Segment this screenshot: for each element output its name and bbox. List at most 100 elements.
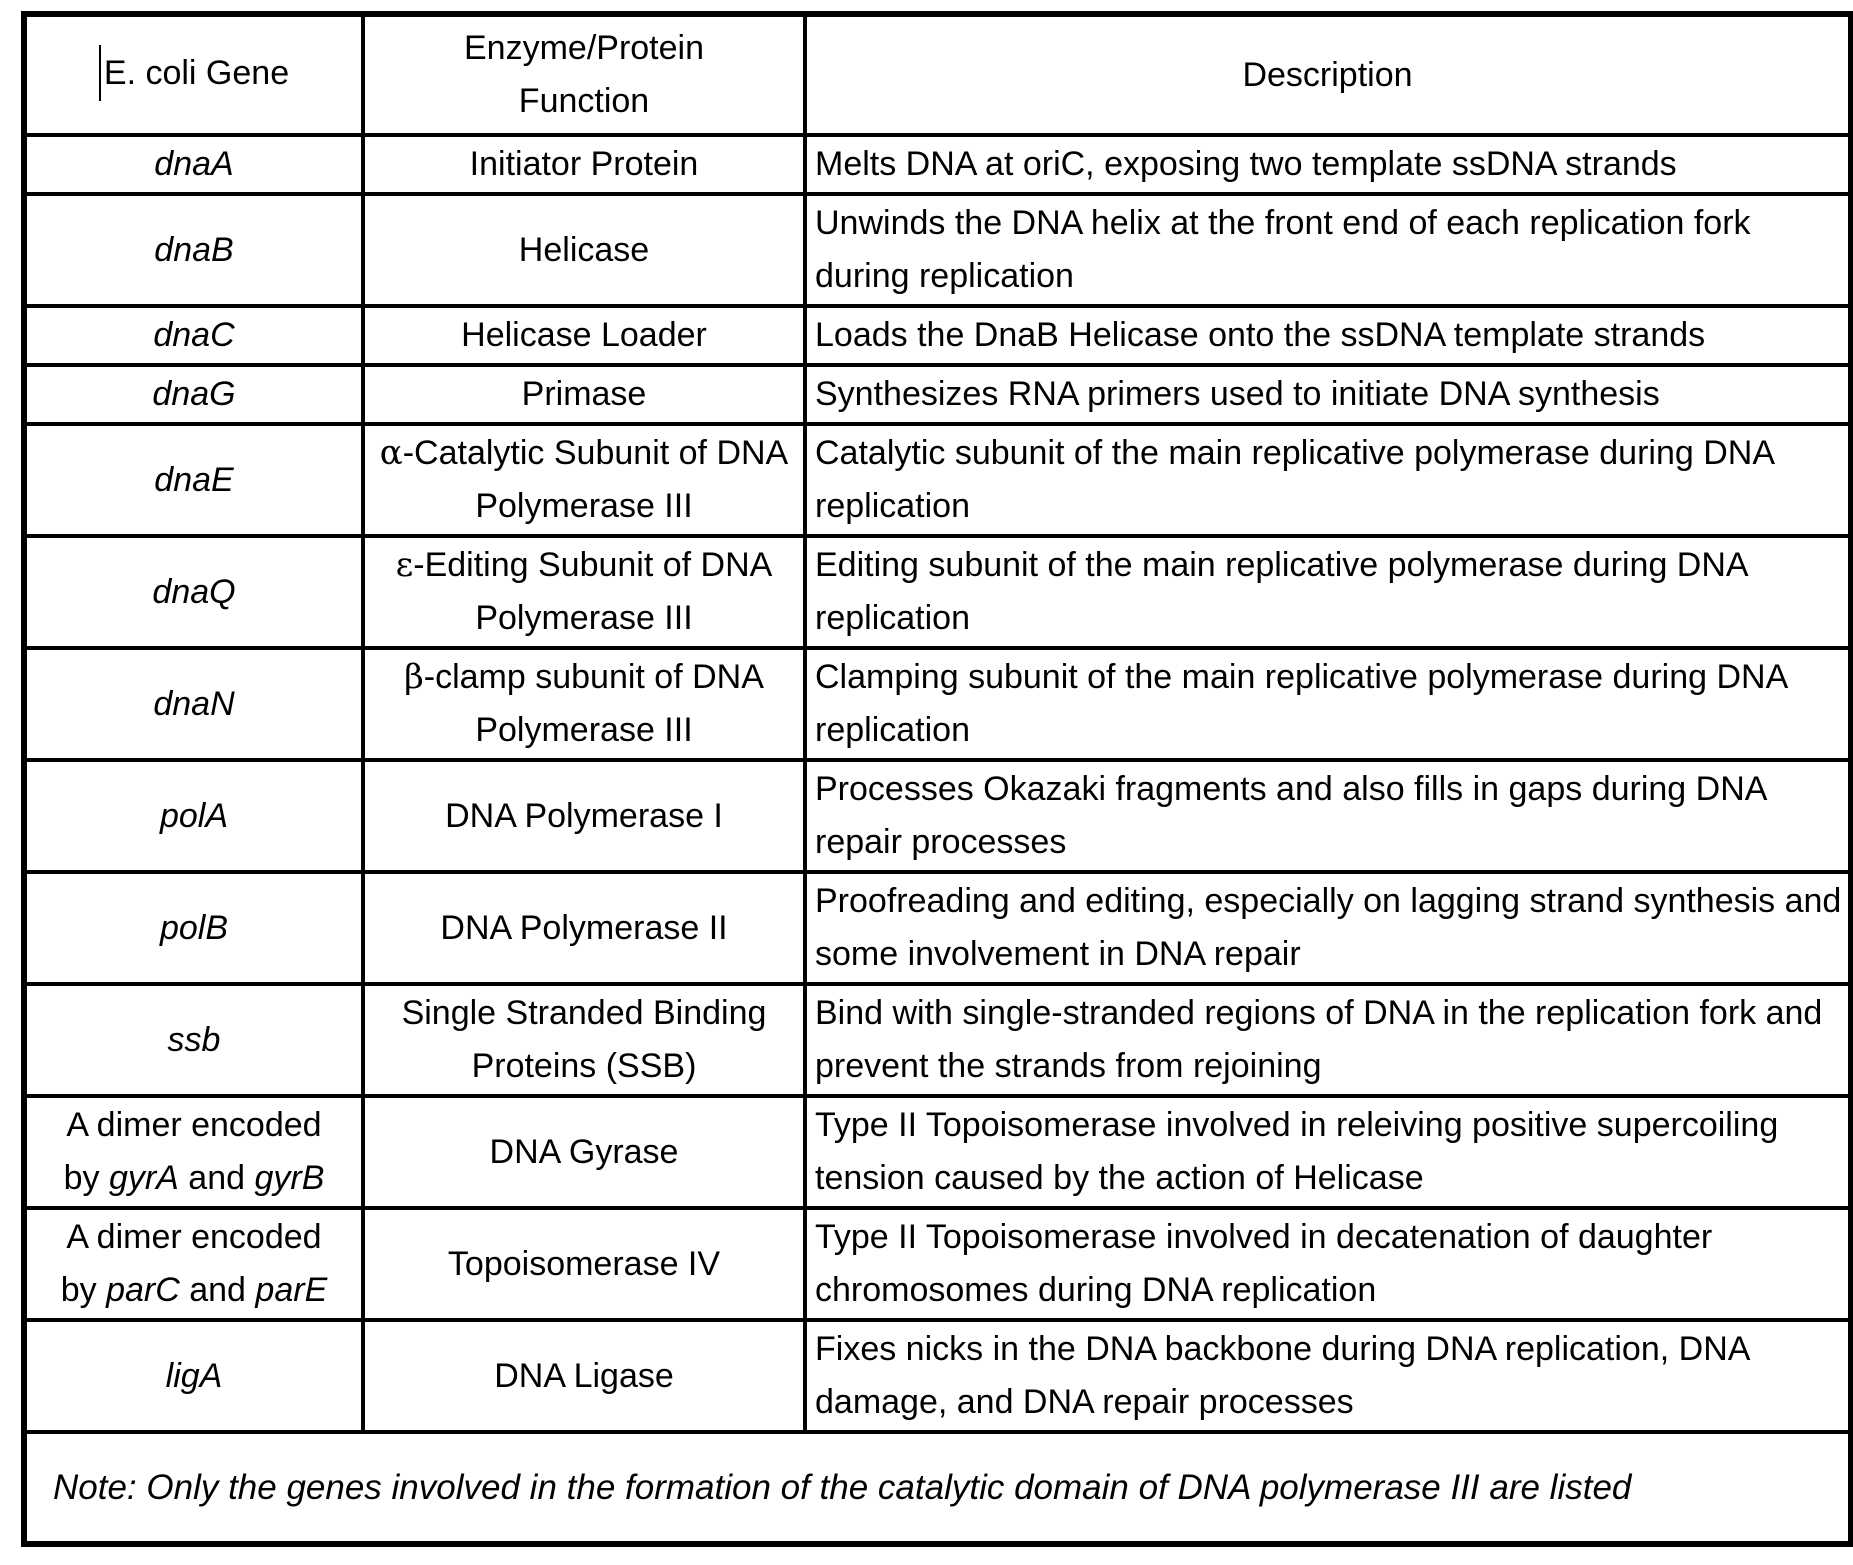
function-cell: Topoisomerase IV: [361, 1206, 807, 1322]
gene-table: E. coli Gene Enzyme/Protein Function Des…: [21, 11, 1853, 1547]
gene-name-line2: by parC and parE: [31, 1264, 357, 1316]
gene-cell: polA: [22, 758, 365, 874]
description-cell: Unwinds the DNA helix at the front end o…: [803, 192, 1853, 308]
gene-name: dnaC: [153, 316, 235, 354]
gene-name: dnaB: [154, 230, 234, 269]
gene-cell: ligA: [22, 1318, 365, 1434]
gene-name: ligA: [165, 1356, 223, 1395]
function-cell: DNA Polymerase I: [361, 758, 807, 874]
text-cursor: [98, 45, 101, 101]
gene-name: gyrB: [254, 1159, 325, 1197]
function-label: -Catalytic Subunit of DNA Polymerase III: [402, 434, 789, 525]
gene-cell: A dimer encoded by parC and parE: [22, 1206, 365, 1322]
function-cell: Primase: [361, 363, 807, 426]
description-text: Bind with single-stranded regions of DNA…: [815, 994, 1823, 1085]
header-description-label: Description: [1242, 55, 1413, 94]
gene-name-mid: and: [179, 1271, 256, 1309]
table-row: dnaA Initiator Protein Melts DNA at oriC…: [22, 133, 1853, 196]
function-cell: DNA Polymerase II: [361, 870, 807, 986]
table-row: polB DNA Polymerase II Proofreading and …: [22, 870, 1853, 986]
gene-cell: dnaQ: [22, 534, 365, 650]
description-cell: Loads the DnaB Helicase onto the ssDNA t…: [803, 304, 1853, 367]
description-cell: Editing subunit of the main replicative …: [803, 534, 1853, 650]
gene-cell: dnaB: [22, 192, 365, 308]
description-text: Unwinds the DNA helix at the front end o…: [815, 204, 1751, 295]
description-cell: Proofreading and editing, especially on …: [803, 870, 1853, 986]
description-text: Type II Topoisomerase involved in releiv…: [815, 1106, 1779, 1197]
gene-cell: dnaG: [22, 363, 365, 426]
table-row: ligA DNA Ligase Fixes nicks in the DNA b…: [22, 1318, 1853, 1434]
table-row: A dimer encoded by parC and parE Topoiso…: [22, 1206, 1853, 1322]
function-cell: DNA Gyrase: [361, 1094, 807, 1210]
function-label: Topoisomerase IV: [447, 1244, 721, 1283]
description-text: Processes Okazaki fragments and also fil…: [815, 770, 1766, 861]
function-cell: Single Stranded Binding Proteins (SSB): [361, 982, 807, 1098]
table-row: ssb Single Stranded Binding Proteins (SS…: [22, 982, 1853, 1098]
function-cell: Helicase: [361, 192, 807, 308]
table-row: dnaB Helicase Unwinds the DNA helix at t…: [22, 192, 1853, 308]
table-row: dnaC Helicase Loader Loads the DnaB Heli…: [22, 304, 1853, 367]
description-cell: Processes Okazaki fragments and also fil…: [803, 758, 1853, 874]
function-cell: Helicase Loader: [361, 304, 807, 367]
gene-cell: polB: [22, 870, 365, 986]
header-function-cell: Enzyme/Protein Function: [361, 12, 807, 137]
description-cell: Synthesizes RNA primers used to initiate…: [803, 363, 1853, 426]
table-row: dnaN β-clamp subunit of DNA Polymerase I…: [22, 646, 1853, 762]
description-cell: Fixes nicks in the DNA backbone during D…: [803, 1318, 1853, 1434]
gene-name-pre: by: [60, 1271, 107, 1309]
header-function-label-line2: Function: [518, 82, 650, 120]
description-cell: Clamping subunit of the main replicative…: [803, 646, 1853, 762]
gene-name: dnaE: [154, 460, 234, 499]
gene-name: polB: [159, 908, 229, 947]
function-cell: DNA Ligase: [361, 1318, 807, 1434]
description-text: Proofreading and editing, especially on …: [815, 882, 1842, 973]
function-label: -clamp subunit of DNA Polymerase III: [423, 658, 764, 749]
description-cell: Catalytic subunit of the main replicativ…: [803, 422, 1853, 538]
note-cell: Note: Only the genes involved in the for…: [22, 1430, 1853, 1546]
description-text: Clamping subunit of the main replicative…: [815, 658, 1787, 749]
gene-cell: dnaA: [22, 133, 365, 196]
greek-letter: β: [404, 657, 424, 697]
note-row: Note: Only the genes involved in the for…: [22, 1430, 1853, 1546]
header-function-label-line1: Enzyme/Protein: [464, 29, 704, 67]
gene-name: dnaG: [152, 375, 236, 413]
description-text: Editing subunit of the main replicative …: [815, 546, 1747, 637]
description-cell: Bind with single-stranded regions of DNA…: [803, 982, 1853, 1098]
gene-name: parE: [255, 1271, 328, 1309]
note-text: Note: Only the genes involved in the for…: [53, 1468, 1632, 1507]
description-text: Loads the DnaB Helicase onto the ssDNA t…: [815, 316, 1706, 354]
gene-name: dnaQ: [152, 572, 236, 611]
gene-name-line1: A dimer encoded: [66, 1218, 322, 1256]
greek-letter: α: [379, 433, 403, 473]
header-gene-label: E. coli Gene: [103, 53, 290, 92]
function-label: -Editing Subunit of DNA Polymerase III: [413, 546, 773, 637]
description-cell: Melts DNA at oriC, exposing two template…: [803, 133, 1853, 196]
function-label: DNA Gyrase: [489, 1132, 679, 1171]
function-label: Single Stranded Binding Proteins (SSB): [401, 994, 767, 1085]
function-cell: β-clamp subunit of DNA Polymerase III: [361, 646, 807, 762]
gene-name-pre: by: [63, 1159, 109, 1197]
description-text: Melts DNA at oriC, exposing two template…: [815, 145, 1677, 183]
function-label: DNA Polymerase II: [440, 908, 728, 947]
gene-name-line2: by gyrA and gyrB: [31, 1152, 357, 1204]
gene-name: polA: [159, 796, 229, 835]
gene-name: dnaN: [153, 684, 235, 723]
gene-name: gyrA: [108, 1159, 179, 1197]
greek-letter: ε: [395, 545, 414, 585]
table-row: dnaE α-Catalytic Subunit of DNA Polymera…: [22, 422, 1853, 538]
description-text: Synthesizes RNA primers used to initiate…: [815, 375, 1660, 413]
gene-name: parC: [106, 1271, 180, 1309]
function-label: Helicase: [518, 230, 650, 269]
gene-name: dnaA: [154, 145, 234, 183]
function-label: DNA Polymerase I: [445, 796, 723, 835]
description-cell: Type II Topoisomerase involved in decate…: [803, 1206, 1853, 1322]
table-row: polA DNA Polymerase I Processes Okazaki …: [22, 758, 1853, 874]
header-description-cell: Description: [803, 12, 1853, 137]
gene-name-line1: A dimer encoded: [66, 1106, 322, 1144]
table-row: A dimer encoded by gyrA and gyrB DNA Gyr…: [22, 1094, 1853, 1210]
gene-cell: ssb: [22, 982, 365, 1098]
gene-name: ssb: [167, 1020, 221, 1059]
function-label: Primase: [521, 375, 647, 413]
table-row: dnaG Primase Synthesizes RNA primers use…: [22, 363, 1853, 426]
table-row: dnaQ ε-Editing Subunit of DNA Polymerase…: [22, 534, 1853, 650]
